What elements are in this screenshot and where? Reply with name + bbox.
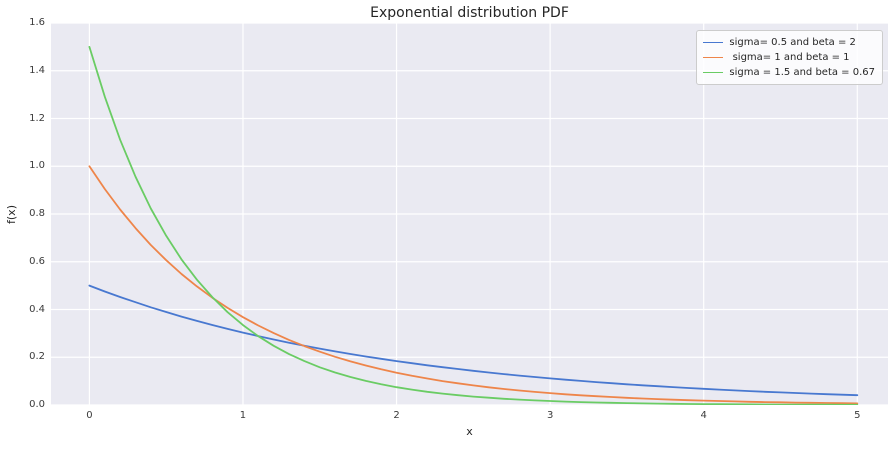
legend-entry-label: sigma= 1 and beta = 1 (729, 52, 850, 63)
legend-line-swatch (703, 72, 724, 73)
y-tick-label: 1.2 (29, 112, 45, 124)
x-tick-label: 5 (854, 410, 861, 421)
y-tick-label: 1.4 (29, 64, 45, 76)
chart-title: Exponential distribution PDF (370, 5, 569, 21)
legend-entry-label: sigma= 0.5 and beta = 2 (729, 37, 856, 48)
legend-entry-1: sigma= 1 and beta = 1 (703, 50, 875, 65)
plot-area (51, 23, 888, 405)
y-tick-label: 1.0 (29, 160, 45, 172)
x-tick-label: 1 (239, 410, 247, 421)
y-tick-label: 0.4 (29, 303, 45, 315)
x-tick-label: 0 (86, 410, 93, 421)
legend-line-swatch (703, 57, 724, 58)
chart-line-series-0 (88, 284, 859, 397)
legend-entry-2: sigma = 1.5 and beta = 0.67 (703, 65, 875, 80)
y-tick-label: 0.0 (29, 399, 45, 410)
y-tick-label: 1.6 (29, 17, 45, 28)
y-tick-label: 0.6 (29, 255, 45, 267)
plot-svg (51, 23, 888, 405)
legend-entry-label: sigma = 1.5 and beta = 0.67 (729, 67, 875, 78)
legend: sigma= 0.5 and beta = 2 sigma= 1 and bet… (696, 30, 883, 85)
x-tick-label: 2 (393, 410, 400, 421)
y-tick-label: 0.2 (29, 351, 45, 363)
legend-entry-0: sigma= 0.5 and beta = 2 (703, 35, 875, 50)
y-tick-label: 0.8 (29, 208, 45, 219)
x-axis-label: x (466, 425, 473, 438)
chart-line-series-2 (88, 45, 859, 405)
x-tick-label: 3 (546, 410, 554, 421)
legend-line-swatch (703, 42, 724, 43)
x-tick-label: 4 (700, 410, 707, 421)
